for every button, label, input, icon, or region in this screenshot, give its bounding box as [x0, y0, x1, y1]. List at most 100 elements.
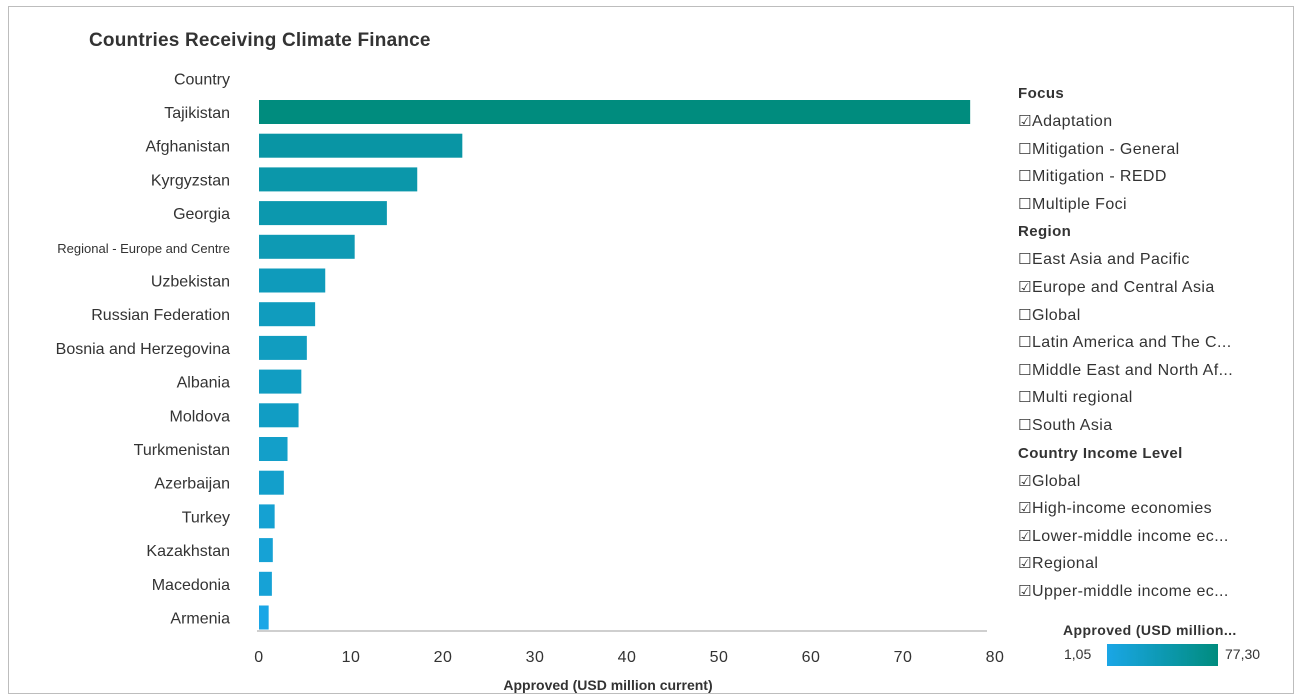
bar[interactable] — [259, 605, 269, 630]
category-label: Kyrgyzstan — [151, 172, 230, 189]
filter-option-label: Multiple Foci — [1032, 195, 1128, 213]
color-legend-title: Approved (USD million... — [1063, 622, 1237, 638]
category-label: Armenia — [170, 611, 230, 628]
filter-option-label: Lower-middle income ec... — [1032, 527, 1229, 545]
filter-option-label: Latin America and The C... — [1032, 334, 1232, 352]
bar[interactable] — [259, 504, 275, 529]
filter-option[interactable]: ☐Mitigation - General — [1018, 136, 1288, 164]
filter-option-label: South Asia — [1032, 416, 1113, 434]
filter-option-label: Middle East and North Af... — [1032, 361, 1234, 379]
category-label: Tajikistan — [164, 105, 230, 122]
color-legend-ramp — [1107, 644, 1218, 666]
checked-box-icon[interactable]: ☑ — [1018, 472, 1032, 490]
unchecked-box-icon[interactable]: ☐ — [1018, 168, 1032, 186]
checked-box-icon[interactable]: ☑ — [1018, 278, 1032, 296]
category-label: Georgia — [173, 206, 230, 223]
unchecked-box-icon[interactable]: ☐ — [1018, 251, 1032, 269]
filter-option-label: Regional — [1032, 555, 1099, 573]
filter-option-label: Europe and Central Asia — [1032, 278, 1215, 296]
filter-option[interactable]: ☐East Asia and Pacific — [1018, 246, 1288, 274]
unchecked-box-icon[interactable]: ☐ — [1018, 140, 1032, 158]
category-label: Turkmenistan — [134, 442, 230, 459]
color-legend: Approved (USD million... 1,05 77,30 — [1060, 622, 1290, 668]
filter-option[interactable]: ☐South Asia — [1018, 412, 1288, 440]
unchecked-box-icon[interactable]: ☐ — [1018, 416, 1032, 434]
filter-heading: Region — [1018, 223, 1072, 241]
bar[interactable] — [259, 403, 299, 428]
bar[interactable] — [259, 538, 273, 563]
filter-option[interactable]: ☑Europe and Central Asia — [1018, 274, 1288, 302]
category-label: Afghanistan — [145, 139, 230, 156]
filter-option[interactable]: ☐Global — [1018, 302, 1288, 330]
filter-heading: Focus — [1018, 85, 1065, 102]
unchecked-box-icon[interactable]: ☐ — [1018, 195, 1032, 213]
filter-option[interactable]: ☐Multiple Foci — [1018, 191, 1288, 219]
unchecked-box-icon[interactable]: ☐ — [1018, 389, 1032, 407]
filter-option-label: Global — [1032, 472, 1081, 490]
bar[interactable] — [259, 369, 302, 394]
color-legend-row: 1,05 77,30 — [1060, 644, 1290, 668]
color-legend-max: 77,30 — [1225, 646, 1261, 662]
filter-option-label: Mitigation - REDD — [1032, 168, 1167, 186]
bar[interactable] — [259, 302, 316, 327]
checked-box-icon[interactable]: ☑ — [1018, 527, 1032, 545]
filter-option[interactable]: ☑Upper-middle income ec... — [1018, 578, 1288, 606]
filter-option[interactable]: ☑Lower-middle income ec... — [1018, 523, 1288, 551]
filter-option[interactable]: ☑Global — [1018, 468, 1288, 496]
filter-option-label: Adaptation — [1032, 113, 1113, 130]
x-tick-label: 30 — [526, 649, 545, 666]
filter-option[interactable]: ☑Adaptation — [1018, 108, 1288, 136]
bar[interactable] — [259, 201, 387, 226]
category-label: Bosnia and Herzegovina — [56, 341, 230, 358]
x-tick-label: 60 — [802, 649, 821, 666]
category-label: Regional - Europe and Centre — [57, 241, 230, 256]
filter-option-label: Mitigation - General — [1032, 140, 1180, 158]
category-label: Azerbaijan — [154, 476, 230, 493]
bar[interactable] — [259, 133, 463, 158]
filter-heading: Country Income Level — [1018, 444, 1183, 462]
x-axis-title: Approved (USD million current) — [503, 677, 712, 693]
category-label: Macedonia — [152, 577, 230, 594]
checked-box-icon[interactable]: ☑ — [1018, 555, 1032, 573]
filter-option[interactable]: ☐Multi regional — [1018, 384, 1288, 412]
category-header: Country — [174, 71, 230, 88]
category-label: Moldova — [170, 408, 231, 425]
filter-panel: Focus ☑Adaptation ☐Mitigation - General ☐Mi… — [1018, 80, 1288, 606]
filter-option[interactable]: ☐Latin America and The C... — [1018, 329, 1288, 357]
unchecked-box-icon[interactable]: ☐ — [1018, 306, 1032, 324]
x-tick-label: 50 — [710, 649, 729, 666]
filter-option[interactable]: ☐Mitigation - REDD — [1018, 163, 1288, 191]
bar[interactable] — [259, 571, 272, 596]
filter-option[interactable]: ☐Middle East and North Af... — [1018, 357, 1288, 385]
filter-option-label: Upper-middle income ec... — [1032, 582, 1229, 600]
bar[interactable] — [259, 437, 288, 461]
x-tick-label: 40 — [618, 649, 637, 666]
filter-option[interactable]: ☑High-income economies — [1018, 495, 1288, 523]
checked-box-icon[interactable]: ☑ — [1018, 582, 1032, 600]
unchecked-box-icon[interactable]: ☐ — [1018, 334, 1032, 352]
x-tick-label: 70 — [894, 649, 913, 666]
filter-option-label: East Asia and Pacific — [1032, 251, 1190, 269]
x-tick-label: 20 — [434, 649, 453, 666]
bar[interactable] — [259, 100, 971, 124]
chart-title: Countries Receiving Climate Finance — [89, 30, 431, 51]
bar[interactable] — [259, 234, 355, 259]
category-label: Albania — [177, 375, 230, 392]
category-label: Turkey — [182, 509, 230, 526]
filter-option-label: Global — [1032, 306, 1081, 324]
category-label: Kazakhstan — [146, 543, 230, 560]
checked-box-icon[interactable]: ☑ — [1018, 113, 1032, 130]
bar[interactable] — [259, 167, 418, 192]
unchecked-box-icon[interactable]: ☐ — [1018, 361, 1032, 379]
bar[interactable] — [259, 335, 307, 360]
filter-option-label: High-income economies — [1032, 500, 1213, 518]
checked-box-icon[interactable]: ☑ — [1018, 500, 1032, 518]
filter-option[interactable]: ☑Regional — [1018, 550, 1288, 578]
x-tick-label: 10 — [342, 649, 361, 666]
x-tick-label: 0 — [254, 649, 263, 666]
bar[interactable] — [259, 268, 326, 293]
x-tick-label: 80 — [986, 649, 1005, 666]
bar[interactable] — [259, 470, 284, 495]
category-label: Russian Federation — [91, 307, 230, 324]
